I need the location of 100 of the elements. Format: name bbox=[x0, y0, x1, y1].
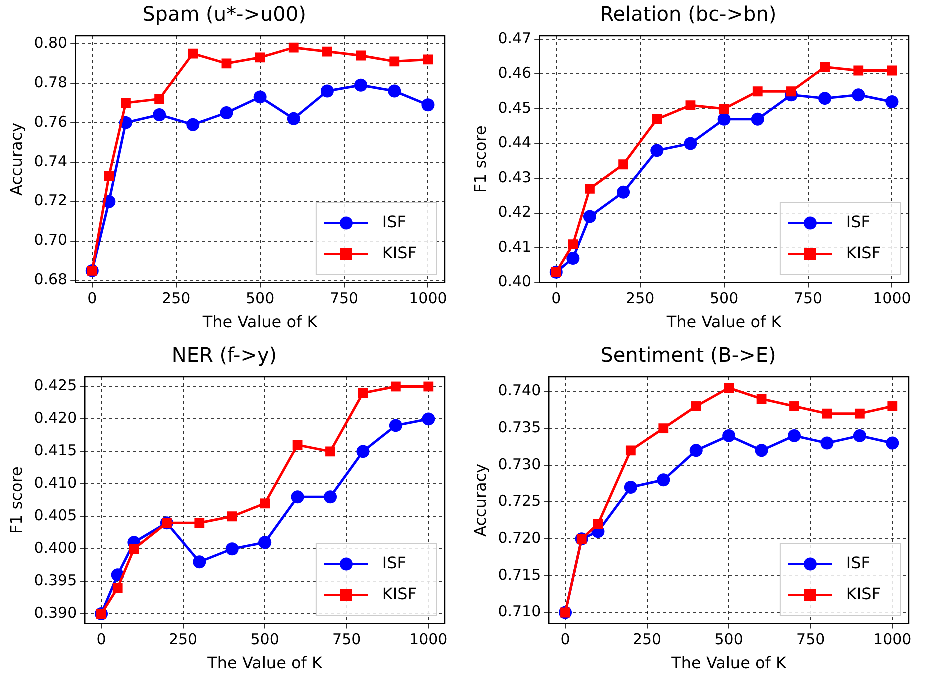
point bbox=[154, 94, 165, 104]
legend-label: KISF bbox=[382, 243, 418, 262]
legend-label: ISF bbox=[846, 553, 871, 572]
point bbox=[818, 92, 832, 106]
point bbox=[786, 86, 796, 97]
y-tick-label: 0.80 bbox=[34, 34, 68, 52]
point bbox=[258, 536, 272, 550]
point bbox=[657, 474, 670, 487]
point bbox=[854, 408, 865, 419]
point bbox=[326, 446, 336, 457]
y-tick-label: 0.44 bbox=[498, 134, 532, 152]
y-tick-label: 0.76 bbox=[34, 112, 68, 131]
point bbox=[618, 160, 629, 170]
x-tick-label: 0 bbox=[88, 290, 98, 308]
point bbox=[658, 424, 669, 434]
point bbox=[288, 42, 299, 53]
point bbox=[626, 446, 636, 456]
legend-label: ISF bbox=[382, 212, 407, 232]
x-tick-label: 750 bbox=[332, 630, 362, 649]
point bbox=[593, 519, 604, 530]
point bbox=[222, 58, 232, 69]
x-tick-label: 500 bbox=[710, 290, 739, 308]
point bbox=[422, 98, 435, 112]
point bbox=[566, 252, 580, 265]
chart-title: Sentiment (B->E) bbox=[600, 343, 776, 368]
legend-label: KISF bbox=[382, 584, 418, 604]
x-tick-label: 750 bbox=[796, 630, 826, 649]
y-tick-label: 0.740 bbox=[498, 382, 542, 400]
point bbox=[254, 90, 267, 104]
point bbox=[691, 402, 702, 412]
x-tick-label: 0 bbox=[96, 630, 106, 649]
point bbox=[260, 498, 270, 509]
y-tick-label: 0.395 bbox=[34, 571, 78, 590]
point bbox=[790, 402, 800, 412]
y-tick-label: 0.730 bbox=[498, 455, 542, 474]
point bbox=[854, 66, 864, 76]
point bbox=[722, 429, 736, 442]
point bbox=[356, 50, 366, 61]
point bbox=[153, 108, 166, 122]
x-tick-label: 500 bbox=[246, 290, 275, 308]
chart-title: NER (f->y) bbox=[172, 343, 278, 368]
point bbox=[354, 78, 368, 92]
point bbox=[112, 583, 123, 594]
chart-title: Spam (u*->u00) bbox=[142, 2, 306, 26]
point bbox=[422, 412, 436, 426]
point bbox=[255, 52, 266, 63]
legend-label: ISF bbox=[846, 212, 871, 232]
y-axis-title: F1 score bbox=[6, 466, 26, 534]
point bbox=[852, 88, 866, 102]
point bbox=[853, 429, 866, 442]
point bbox=[358, 388, 368, 398]
point bbox=[292, 440, 303, 450]
y-tick-label: 0.70 bbox=[34, 231, 68, 250]
point bbox=[820, 62, 830, 72]
x-tick-label: 750 bbox=[794, 290, 823, 308]
point bbox=[388, 84, 402, 98]
point bbox=[424, 382, 434, 392]
point bbox=[389, 419, 402, 432]
y-tick-label: 0.41 bbox=[498, 238, 532, 256]
x-tick-label: 250 bbox=[168, 630, 198, 649]
point bbox=[121, 98, 131, 108]
point bbox=[291, 490, 304, 504]
y-tick-label: 0.415 bbox=[34, 442, 78, 460]
point bbox=[220, 106, 234, 120]
y-tick-label: 0.78 bbox=[34, 73, 68, 92]
point bbox=[129, 544, 140, 554]
point bbox=[287, 112, 300, 126]
point bbox=[226, 542, 239, 556]
y-tick-label: 0.715 bbox=[498, 566, 542, 584]
y-tick-label: 0.400 bbox=[34, 539, 78, 557]
point bbox=[186, 118, 200, 132]
y-tick-label: 0.72 bbox=[34, 192, 68, 210]
point bbox=[755, 444, 768, 458]
y-tick-label: 0.47 bbox=[498, 29, 532, 48]
point bbox=[104, 171, 114, 182]
point bbox=[684, 137, 698, 150]
x-tick-label: 250 bbox=[626, 290, 655, 308]
point bbox=[390, 56, 400, 67]
point bbox=[585, 184, 595, 194]
y-tick-label: 0.390 bbox=[34, 604, 78, 622]
point bbox=[188, 48, 198, 59]
x-axis-title: The Value of K bbox=[670, 654, 788, 673]
point bbox=[752, 86, 763, 97]
x-tick-label: 1000 bbox=[409, 290, 448, 308]
point bbox=[194, 518, 205, 528]
point bbox=[690, 444, 703, 458]
x-tick-label: 0 bbox=[552, 290, 562, 308]
point bbox=[322, 46, 332, 57]
y-tick-label: 0.425 bbox=[34, 376, 78, 395]
y-tick-label: 0.43 bbox=[498, 168, 532, 186]
point bbox=[756, 394, 767, 404]
x-tick-label: 500 bbox=[250, 630, 280, 649]
x-tick-label: 1000 bbox=[873, 290, 912, 308]
point bbox=[724, 383, 734, 393]
x-tick-label: 250 bbox=[632, 630, 662, 649]
point bbox=[356, 445, 370, 458]
point bbox=[886, 436, 900, 450]
y-tick-label: 0.40 bbox=[498, 272, 532, 291]
legend-label: KISF bbox=[846, 243, 882, 262]
x-axis-title: The Value of K bbox=[666, 312, 782, 332]
